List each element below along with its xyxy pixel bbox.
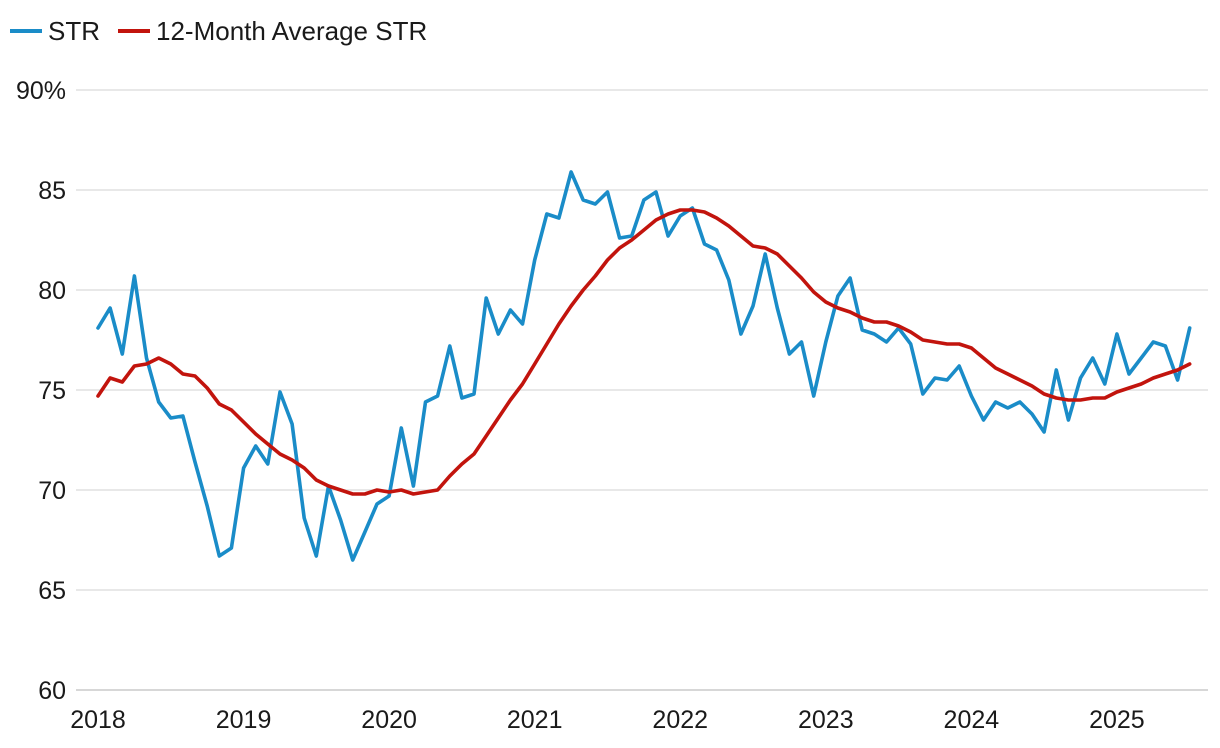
series-line-str (96, 170, 1192, 562)
y-tick-label: 80 (38, 277, 66, 305)
y-axis-ticks: 60 65 70 75 80 85 90% (16, 77, 66, 705)
x-tick-label: 2020 (361, 706, 417, 734)
y-tick-label: 85 (38, 177, 66, 205)
x-tick-label: 2018 (70, 706, 126, 734)
series-line-12-month-average-str (96, 208, 1192, 496)
x-tick-label: 2021 (507, 706, 563, 734)
x-tick-label: 2022 (652, 706, 708, 734)
y-tick-label: 65 (38, 577, 66, 605)
series-lines (96, 170, 1192, 562)
x-tick-label: 2025 (1089, 706, 1145, 734)
x-axis-ticks: 2018 2019 2020 2021 2022 2023 2024 2025 (70, 706, 1145, 734)
y-tick-label: 75 (38, 377, 66, 405)
legend: STR 12-Month Average STR (10, 16, 427, 46)
x-tick-label: 2024 (944, 706, 1000, 734)
y-tick-label: 60 (38, 677, 66, 705)
gridlines (76, 89, 1208, 691)
y-tick-label: 70 (38, 477, 66, 505)
y-tick-label: 90% (16, 77, 66, 105)
x-tick-label: 2019 (216, 706, 272, 734)
legend-label-12-month-average-str: 12-Month Average STR (156, 16, 427, 46)
x-tick-label: 2023 (798, 706, 854, 734)
legend-label-str: STR (48, 16, 100, 46)
